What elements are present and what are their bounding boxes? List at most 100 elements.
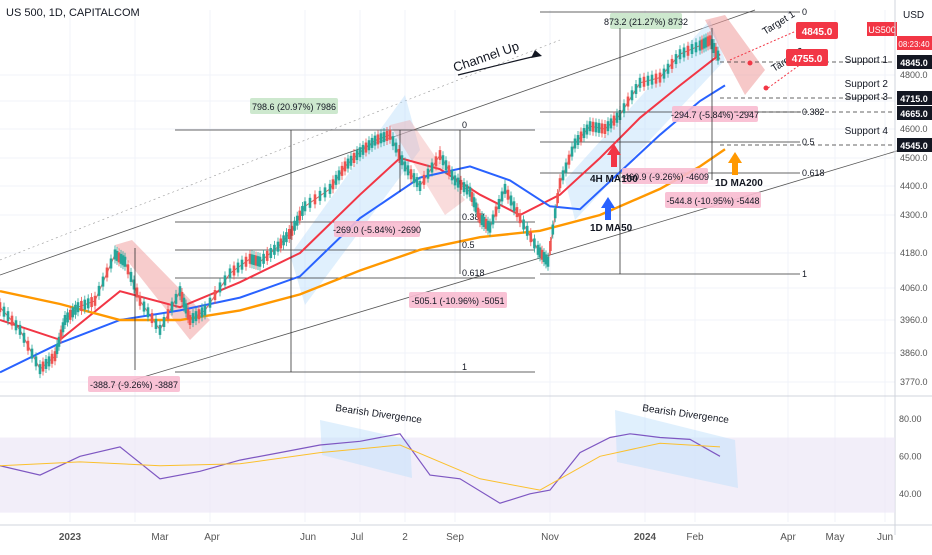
candle-body bbox=[343, 161, 347, 172]
time-axis-tick: May bbox=[826, 532, 845, 543]
rsi-band bbox=[0, 437, 895, 513]
candle-body bbox=[397, 148, 401, 159]
candle-body bbox=[622, 103, 626, 114]
candle-body bbox=[248, 253, 252, 264]
candle-body bbox=[576, 135, 580, 146]
ma200-arrow-icon bbox=[728, 152, 742, 175]
rsi-axis-tick: 60.00 bbox=[899, 451, 922, 461]
candle-body bbox=[694, 42, 698, 53]
candle-body bbox=[438, 150, 442, 161]
price-axis-tick: 3770.0 bbox=[900, 377, 928, 387]
candle-body bbox=[197, 309, 201, 320]
candle-body bbox=[57, 336, 61, 347]
series-line-1d-ma50 bbox=[0, 84, 726, 374]
candle-body bbox=[551, 224, 555, 235]
ma100-label: 4H MA100 bbox=[590, 174, 638, 185]
candle-body bbox=[674, 54, 678, 65]
candle-body bbox=[606, 121, 610, 132]
support-label: Support 2 bbox=[845, 79, 889, 90]
candle-body bbox=[349, 155, 353, 166]
candle-body bbox=[686, 45, 690, 56]
fib-level-label: 0.5 bbox=[802, 137, 815, 147]
candle-body bbox=[178, 286, 182, 297]
target-line bbox=[729, 27, 804, 61]
candle-body bbox=[459, 179, 463, 190]
candle-body bbox=[714, 46, 718, 57]
candle-body bbox=[76, 302, 80, 313]
candle-body bbox=[488, 222, 492, 233]
candle-body bbox=[509, 195, 513, 206]
candle-body bbox=[484, 218, 488, 229]
candle-body bbox=[166, 309, 170, 320]
measure-box-drop bbox=[88, 376, 180, 392]
series-line-1d-ma200 bbox=[0, 148, 726, 322]
candle-body bbox=[441, 155, 445, 166]
channel-bottom-line bbox=[99, 149, 901, 391]
time-axis-tick: Apr bbox=[780, 532, 796, 543]
candle-body bbox=[529, 232, 533, 243]
candle-body bbox=[41, 361, 45, 372]
candle-body bbox=[426, 168, 430, 179]
candle-body bbox=[646, 75, 650, 86]
symbol-price-label: US500 bbox=[868, 25, 896, 35]
candle-body bbox=[101, 276, 105, 287]
fib-level-label: 1 bbox=[462, 362, 467, 372]
candle-body bbox=[570, 146, 574, 157]
candle-body bbox=[544, 254, 548, 265]
candle-body bbox=[518, 213, 522, 224]
candle-body bbox=[123, 256, 127, 267]
candle-body bbox=[180, 291, 184, 302]
candle-body bbox=[80, 300, 83, 311]
support-label: Support 4 bbox=[845, 126, 889, 137]
candle-body bbox=[394, 142, 398, 153]
measure-box-drop bbox=[622, 168, 708, 184]
divergence-zone bbox=[320, 420, 412, 478]
candle-body bbox=[626, 96, 630, 107]
candle-body bbox=[182, 297, 186, 308]
candle-body bbox=[262, 253, 265, 264]
candle-body bbox=[515, 207, 519, 218]
level-tag-box bbox=[897, 91, 932, 105]
candle-body bbox=[388, 129, 392, 140]
candle-body bbox=[422, 174, 426, 185]
candle-body bbox=[358, 147, 362, 158]
measure-box-rally bbox=[610, 13, 682, 29]
candle-body bbox=[331, 179, 335, 190]
candle-body bbox=[6, 311, 10, 322]
candle-body bbox=[287, 229, 291, 239]
candle-body bbox=[109, 258, 113, 269]
candle-body bbox=[269, 248, 273, 258]
candle-body bbox=[370, 137, 374, 148]
rsi-axis-tick: 80.00 bbox=[899, 414, 922, 424]
candle-body bbox=[113, 249, 117, 260]
measure-box-drop bbox=[665, 192, 761, 208]
candle-body bbox=[579, 131, 583, 142]
candle-body bbox=[154, 318, 158, 329]
measure-box-drop bbox=[334, 221, 420, 237]
rsi-line-rsi bbox=[0, 433, 721, 504]
candle-body bbox=[382, 132, 386, 143]
candle-body bbox=[538, 247, 542, 258]
currency-label: USD bbox=[903, 10, 924, 21]
candle-body bbox=[465, 184, 469, 195]
candle-body bbox=[666, 63, 670, 74]
candle-body bbox=[638, 77, 642, 88]
candle-body bbox=[546, 256, 550, 267]
candle-body bbox=[470, 192, 474, 203]
candle-body bbox=[44, 358, 48, 369]
candle-body bbox=[367, 140, 371, 151]
rsi-line-rsi-ma bbox=[0, 442, 721, 491]
candle-body bbox=[650, 74, 654, 85]
candle-body bbox=[129, 271, 133, 282]
candle-body bbox=[47, 356, 51, 367]
candle-body bbox=[18, 324, 22, 335]
level-tag-box bbox=[897, 138, 932, 152]
candle-body bbox=[468, 186, 472, 197]
symbol-price-box bbox=[867, 22, 897, 36]
candle-body bbox=[525, 225, 529, 236]
candle-body bbox=[10, 315, 14, 326]
candle-body bbox=[494, 206, 498, 217]
fib-level-label: 0 bbox=[802, 7, 807, 17]
